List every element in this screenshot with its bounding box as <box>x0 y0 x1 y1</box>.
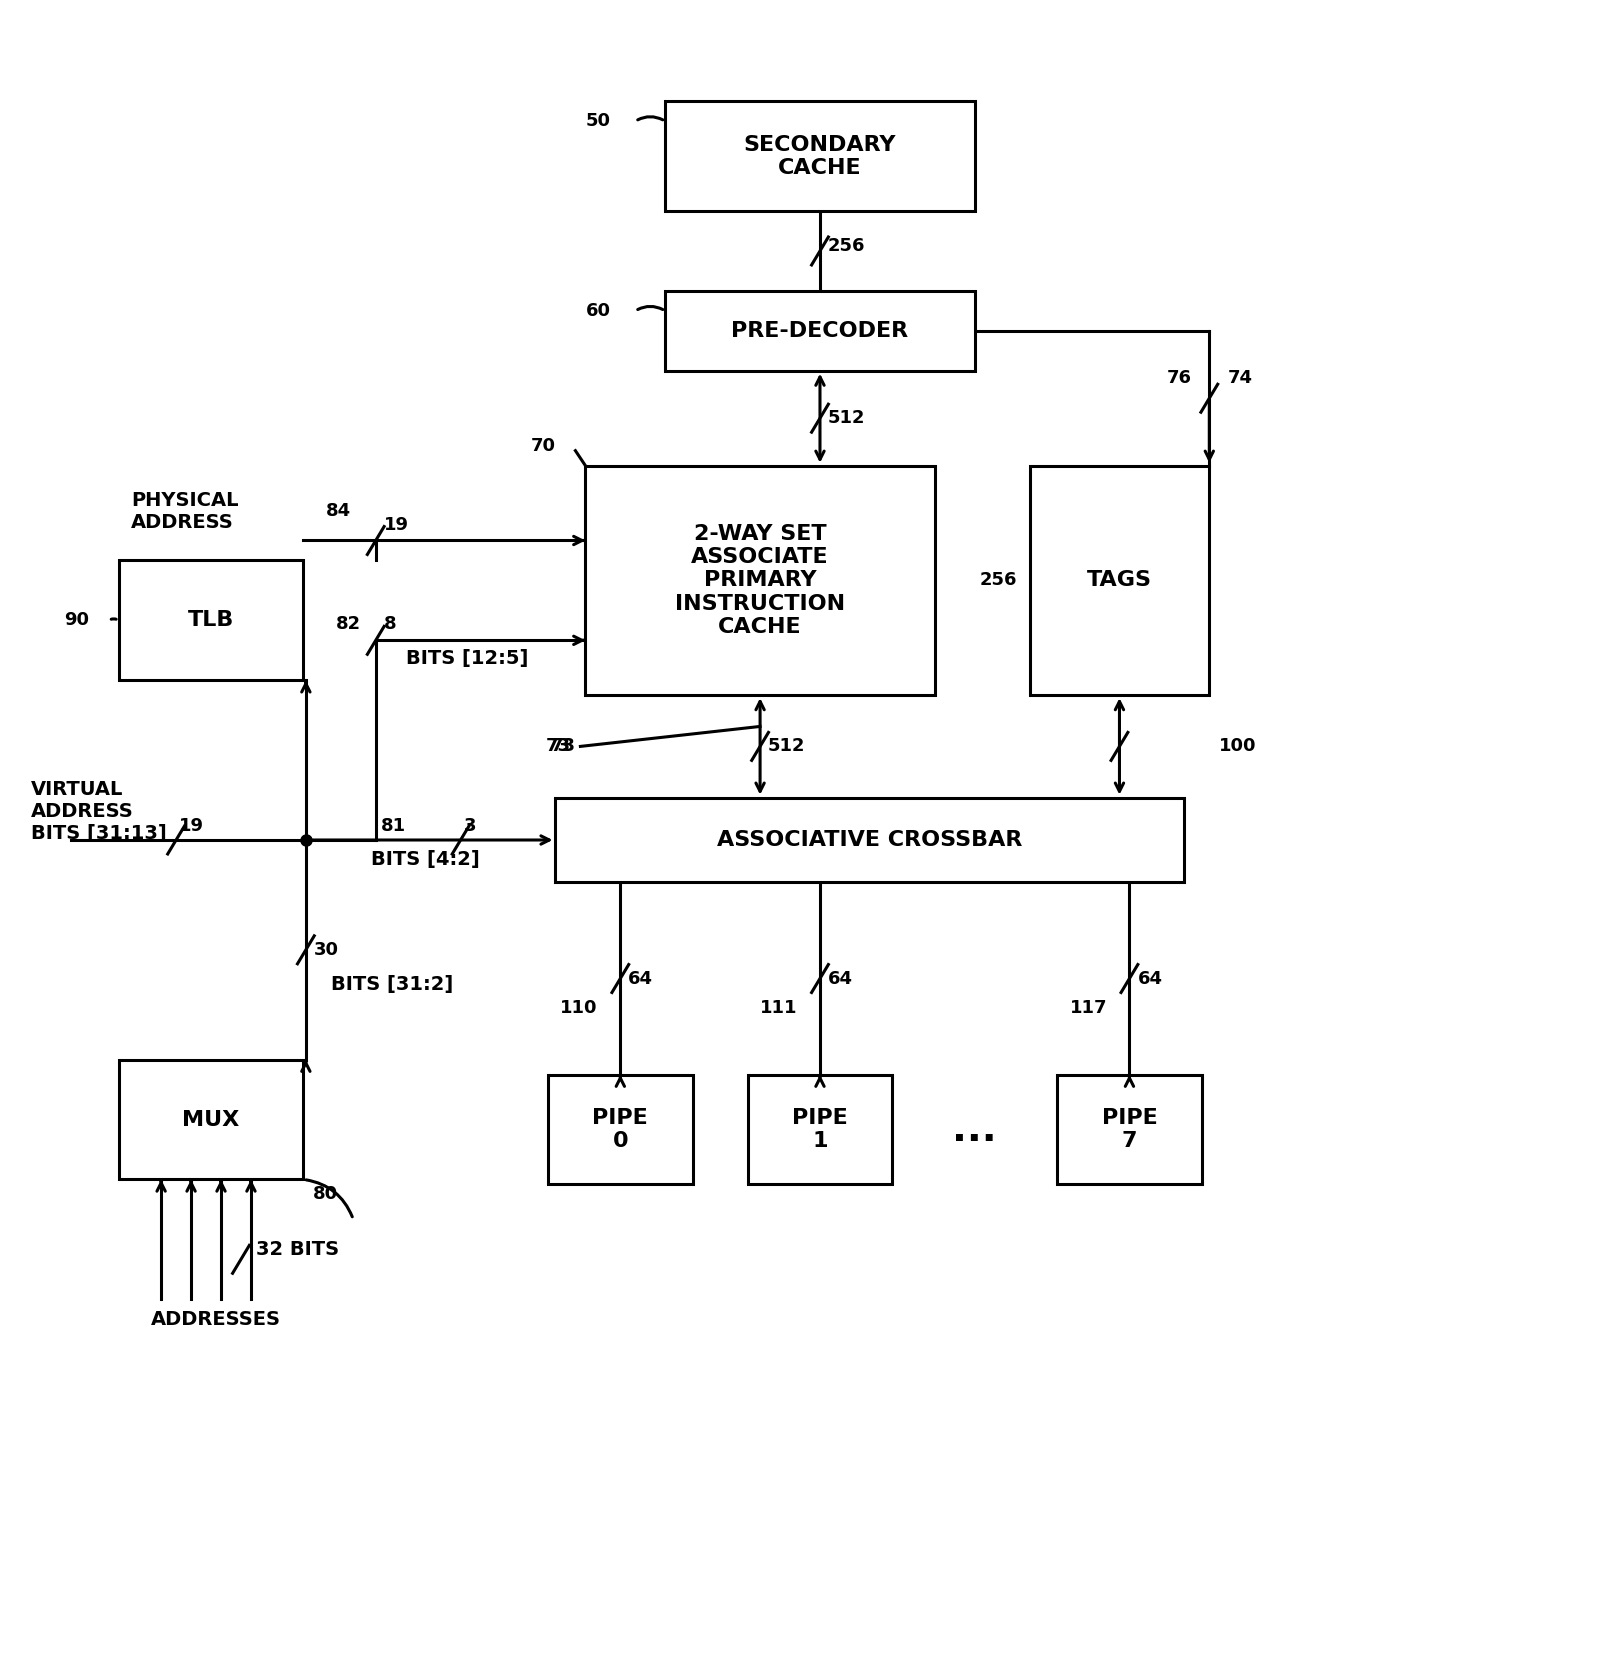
Text: ...: ... <box>952 1110 998 1149</box>
Text: 512: 512 <box>768 738 805 756</box>
Text: 90: 90 <box>63 612 89 630</box>
Bar <box>665 291 975 371</box>
Bar <box>1058 1075 1201 1184</box>
Text: MUX: MUX <box>183 1109 239 1129</box>
Text: 80: 80 <box>314 1186 338 1203</box>
Text: 256: 256 <box>980 571 1017 590</box>
Text: 73: 73 <box>545 738 571 756</box>
Text: PHYSICAL
ADDRESS: PHYSICAL ADDRESS <box>131 491 239 531</box>
Text: 64: 64 <box>1137 969 1163 988</box>
Text: 2-WAY SET
ASSOCIATE
PRIMARY
INSTRUCTION
CACHE: 2-WAY SET ASSOCIATE PRIMARY INSTRUCTION … <box>674 524 846 637</box>
Text: PIPE
0: PIPE 0 <box>592 1107 648 1151</box>
Bar <box>1030 465 1210 696</box>
Text: 60: 60 <box>585 302 610 319</box>
Text: 32 BITS: 32 BITS <box>255 1240 340 1258</box>
Text: 512: 512 <box>828 410 865 427</box>
Text: ADDRESSES: ADDRESSES <box>150 1310 281 1329</box>
Text: BITS [31:2]: BITS [31:2] <box>331 976 453 995</box>
Text: 76: 76 <box>1167 370 1192 388</box>
Text: 8: 8 <box>383 615 396 633</box>
Text: 74: 74 <box>1227 370 1252 388</box>
Text: PIPE
1: PIPE 1 <box>792 1107 847 1151</box>
Text: TAGS: TAGS <box>1087 571 1151 590</box>
Bar <box>118 1060 304 1179</box>
Text: VIRTUAL
ADDRESS
BITS [31:13]: VIRTUAL ADDRESS BITS [31:13] <box>31 780 167 843</box>
Bar <box>118 561 304 680</box>
Text: 30: 30 <box>314 941 340 959</box>
Bar <box>747 1075 893 1184</box>
Bar <box>548 1075 692 1184</box>
Text: 84: 84 <box>327 502 351 519</box>
Text: PRE-DECODER: PRE-DECODER <box>731 321 909 341</box>
Bar <box>555 798 1184 882</box>
Text: BITS [12:5]: BITS [12:5] <box>406 648 529 669</box>
Bar <box>665 101 975 212</box>
Text: 64: 64 <box>828 969 852 988</box>
Text: BITS [4:2]: BITS [4:2] <box>370 850 480 870</box>
Bar <box>585 465 935 696</box>
Text: 117: 117 <box>1069 1000 1108 1018</box>
Text: 64: 64 <box>629 969 653 988</box>
Text: 111: 111 <box>760 1000 797 1018</box>
Text: TLB: TLB <box>188 610 234 630</box>
Text: 19: 19 <box>179 816 204 835</box>
Text: ASSOCIATIVE CROSSBAR: ASSOCIATIVE CROSSBAR <box>718 830 1022 850</box>
Text: 81: 81 <box>380 816 406 835</box>
Text: SECONDARY
CACHE: SECONDARY CACHE <box>744 134 896 178</box>
Text: PIPE
7: PIPE 7 <box>1101 1107 1158 1151</box>
Text: 50: 50 <box>585 113 610 129</box>
Text: 19: 19 <box>383 516 409 534</box>
Text: 100: 100 <box>1219 738 1256 756</box>
Text: 256: 256 <box>828 237 865 255</box>
Text: 73: 73 <box>550 738 576 756</box>
Text: 3: 3 <box>464 816 475 835</box>
Text: 110: 110 <box>561 1000 598 1018</box>
Text: 70: 70 <box>530 437 556 455</box>
Text: 82: 82 <box>336 615 361 633</box>
